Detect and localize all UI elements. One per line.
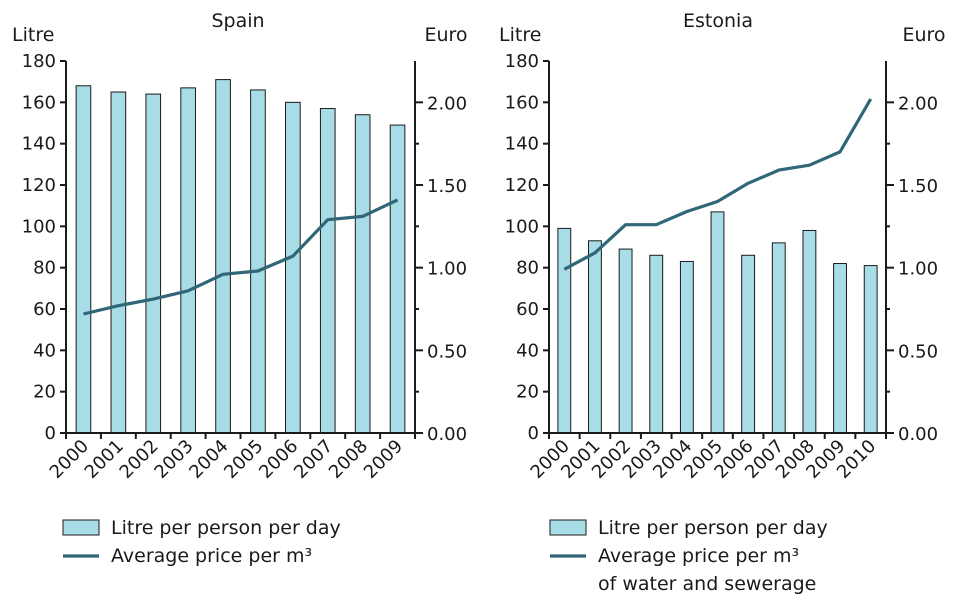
estonia-right-tick-label: 0.50 <box>898 341 938 362</box>
spain-right-tick-label: 1.50 <box>427 176 467 197</box>
spain-legend-bar-label: Litre per person per day <box>111 517 341 539</box>
estonia-bar-2005 <box>710 211 725 434</box>
spain-legend-bar-swatch <box>62 519 100 536</box>
spain-left-tick-label: 20 <box>33 382 56 403</box>
estonia-chart-title: Estonia <box>683 10 753 32</box>
spain-bar-2003 <box>180 87 196 434</box>
spain-right-tick-label: 2.00 <box>427 93 467 114</box>
spain-right-tick-label: 1.00 <box>427 259 467 280</box>
estonia-left-tick-label: 80 <box>516 258 539 279</box>
spain-bar-2006 <box>285 101 301 434</box>
spain-price-line <box>83 198 399 316</box>
spain-x-tick-label-2007: 2007 <box>290 436 337 483</box>
estonia-bar-2003 <box>649 254 664 434</box>
estonia-left-tick-label: 60 <box>516 299 539 320</box>
spain-bar-2000 <box>75 85 92 434</box>
spain-x-tick-label-2001: 2001 <box>81 436 128 483</box>
spain-x-tick-label-2004: 2004 <box>185 436 232 483</box>
spain-left-tick-label: 160 <box>22 92 56 113</box>
spain-right-tick-label: 0.00 <box>427 424 467 445</box>
estonia-left-tick-label: 180 <box>505 51 539 72</box>
estonia-price-line <box>563 98 873 271</box>
estonia-right-tick-label: 0.00 <box>898 424 938 445</box>
spain-x-tick-label-2005: 2005 <box>220 436 267 483</box>
estonia-bar-2002 <box>618 248 633 434</box>
spain-x-tick-label-2006: 2006 <box>255 436 302 483</box>
estonia-right-tick-label: 1.00 <box>898 259 938 280</box>
estonia-left-tick-label: 140 <box>505 134 539 155</box>
spain-left-axis-label: Litre <box>12 24 54 46</box>
estonia-bar-2000 <box>557 227 572 434</box>
estonia-bar-2001 <box>588 240 602 434</box>
estonia-left-tick-label: 0 <box>528 423 539 444</box>
spain-right-tick-label: 0.50 <box>427 341 467 362</box>
estonia-left-tick-label: 40 <box>516 340 539 361</box>
estonia-legend-line-label-cont: of water and sewerage <box>598 573 816 595</box>
estonia-bar-2008 <box>802 229 817 434</box>
spain-x-tick-label-2003: 2003 <box>150 436 197 483</box>
estonia-bar-2007 <box>771 242 786 434</box>
estonia-bar-2009 <box>833 263 847 434</box>
estonia-right-tick-label: 2.00 <box>898 93 938 114</box>
spain-left-tick-label: 180 <box>22 51 56 72</box>
spain-right-axis-label: Euro <box>424 24 467 46</box>
spain-chart-title: Spain <box>211 10 264 32</box>
estonia-left-tick-label: 20 <box>516 382 539 403</box>
estonia-legend-line-label: Average price per m³ <box>598 545 799 567</box>
spain-bar-2004 <box>215 79 231 434</box>
spain-left-tick-label: 80 <box>33 258 56 279</box>
spain-x-tick-label-2002: 2002 <box>116 436 163 483</box>
estonia-bar-2006 <box>741 254 756 434</box>
spain-left-tick-label: 40 <box>33 340 56 361</box>
spain-bar-2007 <box>319 108 336 434</box>
spain-bar-2009 <box>389 124 406 434</box>
estonia-right-axis-label: Euro <box>902 24 945 46</box>
estonia-legend-bar-swatch <box>549 519 587 536</box>
estonia-bar-2010 <box>863 265 878 434</box>
spain-left-tick-label: 0 <box>45 423 56 444</box>
spain-left-tick-label: 120 <box>22 175 56 196</box>
spain-legend-line-label: Average price per m³ <box>111 545 312 567</box>
estonia-left-axis-label: Litre <box>499 24 541 46</box>
estonia-right-tick-label: 1.50 <box>898 176 938 197</box>
spain-x-tick-label-2009: 2009 <box>360 436 407 483</box>
spain-bar-2008 <box>354 114 371 434</box>
spain-left-tick-label: 100 <box>22 216 56 237</box>
spain-bar-2002 <box>145 93 162 434</box>
spain-x-tick-label-2008: 2008 <box>325 436 372 483</box>
estonia-left-tick-label: 120 <box>505 175 539 196</box>
estonia-left-tick-label: 100 <box>505 216 539 237</box>
estonia-left-tick-label: 160 <box>505 92 539 113</box>
estonia-legend-bar-label: Litre per person per day <box>598 517 828 539</box>
spain-bar-2005 <box>250 89 266 434</box>
spain-left-tick-label: 140 <box>22 134 56 155</box>
spain-left-tick-label: 60 <box>33 299 56 320</box>
estonia-bar-2004 <box>679 260 694 434</box>
spain-bar-2001 <box>110 91 127 434</box>
